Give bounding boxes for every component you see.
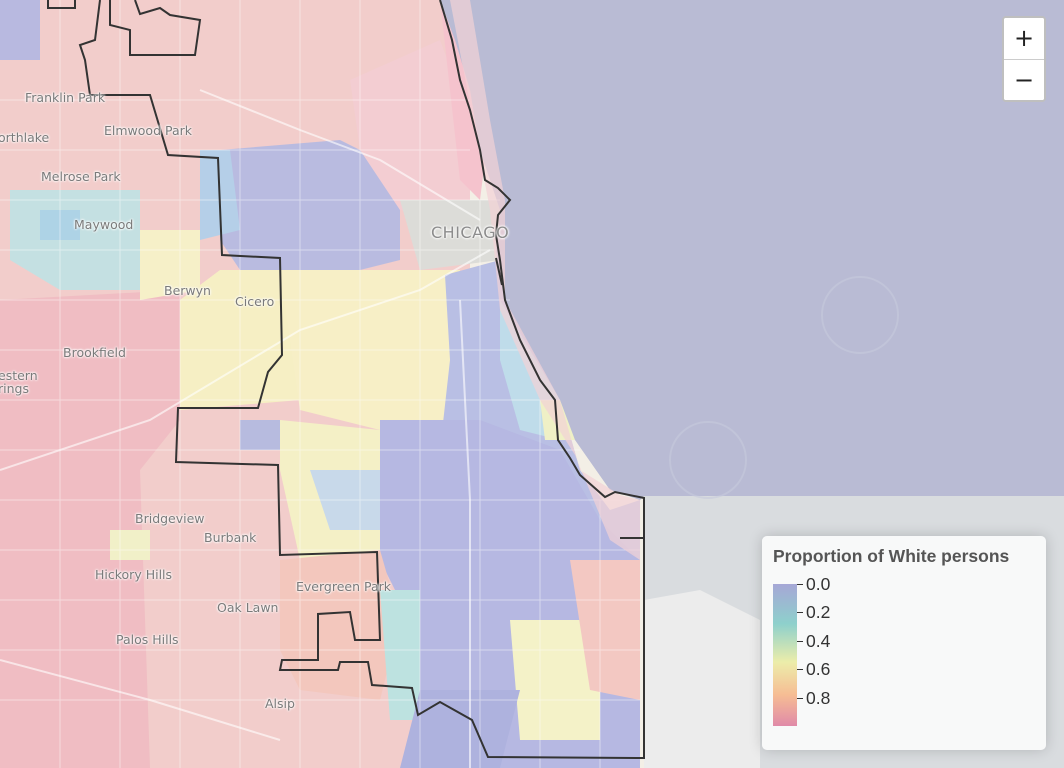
place-label: orthlake <box>0 130 50 145</box>
place-label: Burbank <box>204 530 257 545</box>
place-label: Evergreen Park <box>296 579 391 594</box>
legend-tick-mark <box>797 612 803 614</box>
legend-tick-label: 0.8 <box>806 687 831 708</box>
legend-color-bar <box>773 584 797 726</box>
legend-tick-label: 0.0 <box>806 574 831 594</box>
place-label: Alsip <box>265 696 295 711</box>
place-label: Berwyn <box>164 283 211 298</box>
legend-tick-label: 0.4 <box>806 630 831 651</box>
zoom-out-button[interactable]: − <box>1004 59 1044 100</box>
place-label: Elmwood Park <box>104 123 192 138</box>
zoom-in-button[interactable]: + <box>1004 18 1044 59</box>
place-label: Hickory Hills <box>95 567 173 582</box>
place-label: Oak Lawn <box>217 600 279 615</box>
place-label: Palos Hills <box>116 632 179 647</box>
zoom-control: + − <box>1002 16 1046 102</box>
place-label: Brookfield <box>63 345 126 360</box>
legend-tick-mark <box>797 697 803 699</box>
legend-tick-mark <box>797 640 803 642</box>
legend-tick-mark <box>797 584 803 585</box>
legend-tick-label: 0.2 <box>806 602 831 623</box>
place-label: Bridgeview <box>135 511 205 526</box>
legend-title: Proportion of White persons <box>773 546 1010 566</box>
place-label: CHICAGO <box>431 223 510 242</box>
place-label: estern <box>0 368 38 383</box>
legend-tick-label: 0.6 <box>806 659 831 680</box>
place-label: Melrose Park <box>41 169 121 184</box>
legend: Proportion of White persons 0.0 0.2 0.4 0.6… <box>762 536 1046 750</box>
place-label: rings <box>0 381 29 396</box>
place-label: Cicero <box>235 294 275 309</box>
place-label: Maywood <box>74 217 134 232</box>
place-label: Franklin Park <box>25 90 106 105</box>
legend-tick-mark <box>797 669 803 671</box>
